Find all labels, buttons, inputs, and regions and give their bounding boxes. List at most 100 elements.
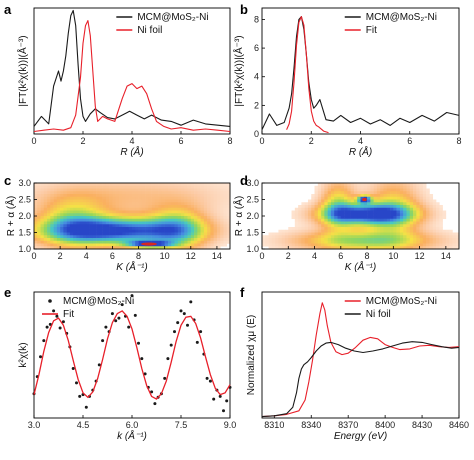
heatmap-cell xyxy=(406,194,411,198)
heatmap-cell xyxy=(213,202,218,206)
heatmap-cell xyxy=(89,199,94,203)
heatmap-cell xyxy=(194,191,198,195)
heatmap-cell xyxy=(200,210,205,214)
heatmap-cell xyxy=(413,218,417,222)
heatmap-cell xyxy=(406,235,411,239)
heatmap-cell xyxy=(340,210,345,214)
heatmap-cell xyxy=(344,218,348,222)
heatmap-cell xyxy=(102,202,107,206)
heatmap-cell xyxy=(383,199,388,203)
heatmap-cell xyxy=(429,196,434,200)
heatmap-cell xyxy=(449,229,453,233)
heatmap-cell xyxy=(118,205,123,209)
heatmap-cell xyxy=(223,183,228,187)
heatmap-cell xyxy=(145,213,149,217)
heatmap-cell xyxy=(190,221,195,225)
heatmap-cell xyxy=(83,235,87,239)
heatmap-cell xyxy=(73,213,77,217)
heatmap-cell xyxy=(226,183,231,187)
heatmap-cell xyxy=(340,185,345,189)
heatmap-cell xyxy=(174,188,179,192)
heatmap-cell xyxy=(213,210,218,214)
heatmap-cell xyxy=(426,196,430,200)
heatmap-cell xyxy=(442,235,447,239)
heatmap-cell xyxy=(350,216,355,220)
heatmap-cell xyxy=(66,235,71,239)
heatmap-cell xyxy=(53,246,58,250)
x-axis-label: K (Å⁻¹) xyxy=(116,260,147,273)
heatmap-cell xyxy=(154,213,159,217)
heatmap-cell xyxy=(340,213,345,217)
heatmap-cell xyxy=(432,224,437,228)
heatmap-cell xyxy=(344,221,348,225)
heatmap-cell xyxy=(416,221,420,225)
series-line xyxy=(286,16,329,134)
heatmap-cell xyxy=(96,210,100,214)
heatmap-cell xyxy=(125,218,130,222)
heatmap-cell xyxy=(43,185,48,189)
heatmap-cell xyxy=(337,229,342,233)
heatmap-cell xyxy=(301,227,305,231)
heatmap-cell xyxy=(37,210,41,214)
heatmap-cell xyxy=(184,210,188,214)
heatmap-cell xyxy=(363,202,368,206)
heatmap-cell xyxy=(50,221,54,225)
heatmap-cell xyxy=(314,243,319,247)
panel-label-b: b xyxy=(240,2,248,17)
heatmap-cell xyxy=(314,218,319,222)
heatmap-cell xyxy=(145,240,149,244)
heatmap-cell xyxy=(360,207,365,211)
heatmap-cell xyxy=(409,235,414,239)
heatmap-cell xyxy=(445,240,450,244)
heatmap-cell xyxy=(171,243,175,247)
heatmap-cell xyxy=(399,185,404,189)
legend-entry: MCM@MoS₂-Ni xyxy=(366,296,437,307)
heatmap-cell xyxy=(37,240,41,244)
heatmap-cell xyxy=(390,185,394,189)
heatmap-cell xyxy=(145,210,149,214)
heatmap-cell xyxy=(34,213,38,217)
heatmap-cell xyxy=(197,240,201,244)
y-axis-label: R + α (Å) xyxy=(4,196,17,237)
heatmap-cell xyxy=(393,229,397,233)
heatmap-cell xyxy=(213,199,218,203)
heatmap-cell xyxy=(122,243,126,247)
heatmap-cell xyxy=(203,224,208,228)
heatmap-cell xyxy=(216,229,221,233)
heatmap-cell xyxy=(79,191,84,195)
x-tick-label: 6 xyxy=(338,251,343,261)
heatmap-cell xyxy=(317,213,322,217)
heatmap-cell xyxy=(89,240,94,244)
heatmap-cell xyxy=(370,224,374,228)
heatmap-cell xyxy=(43,232,48,236)
heatmap-cell xyxy=(360,191,365,195)
heatmap-cell xyxy=(141,202,146,206)
heatmap-cell xyxy=(135,188,139,192)
heatmap-cell xyxy=(330,199,335,203)
heatmap-cell xyxy=(128,238,133,242)
heatmap-cell xyxy=(383,229,388,233)
heatmap-cell xyxy=(396,199,401,203)
heatmap-cell xyxy=(210,221,214,225)
heatmap-cell xyxy=(307,205,312,209)
heatmap-cell xyxy=(102,191,107,195)
heatmap-cell xyxy=(112,238,116,242)
heatmap-cell xyxy=(138,232,143,236)
heatmap-cell xyxy=(294,213,299,217)
heatmap-cell xyxy=(409,199,414,203)
heatmap-cell xyxy=(330,202,335,206)
heatmap-cell xyxy=(63,213,67,217)
heatmap-cell xyxy=(419,216,424,220)
heatmap-cell xyxy=(187,229,192,233)
heatmap-cell xyxy=(141,183,146,187)
heatmap-cell xyxy=(317,243,322,247)
heatmap-cell xyxy=(177,188,182,192)
heatmap-cell xyxy=(53,218,58,222)
heatmap-cell xyxy=(167,229,172,233)
heatmap-cell xyxy=(436,221,440,225)
heatmap-cell xyxy=(118,216,123,220)
heatmap-cell xyxy=(370,246,374,250)
heatmap-cell xyxy=(102,221,107,225)
heatmap-cell xyxy=(294,210,299,214)
heatmap-cell xyxy=(102,188,107,192)
